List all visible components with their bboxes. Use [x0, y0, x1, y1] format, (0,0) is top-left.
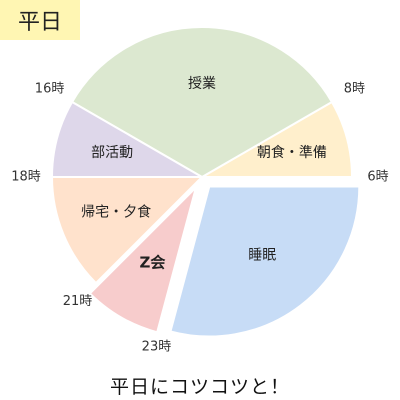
pie-slice-3 [50, 176, 205, 285]
hour-label-4: 21時 [63, 294, 93, 309]
slice-label-4: Z会 [140, 254, 166, 272]
hour-label-0: 6時 [367, 170, 388, 185]
slice-label-2: 部活動 [91, 145, 133, 161]
pie-slice-5 [169, 185, 361, 338]
slice-label-1: 授業 [188, 76, 216, 92]
pie-slice-4 [88, 184, 198, 334]
hour-label-2: 16時 [35, 82, 65, 97]
hour-label-3: 18時 [11, 170, 41, 185]
hour-label-5: 23時 [142, 340, 172, 355]
slice-label-3: 帰宅・夕食 [81, 204, 151, 221]
chart-caption: 平日にコツコツと！ [109, 376, 290, 398]
slice-label-0: 朝食・準備 [257, 144, 327, 161]
pie-slice-1 [70, 26, 334, 179]
slice-label-5: 睡眠 [248, 248, 276, 264]
hour-label-1: 8時 [344, 82, 365, 97]
page-title: 平日 [0, 0, 80, 40]
